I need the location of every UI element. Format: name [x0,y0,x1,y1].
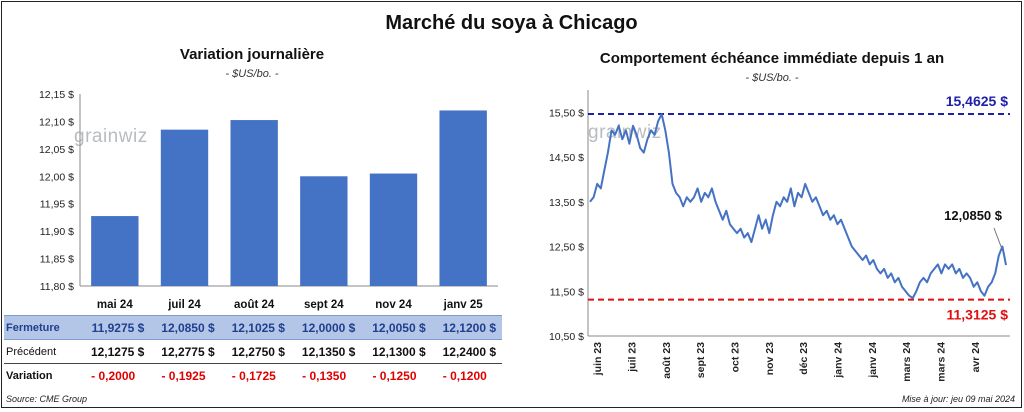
bar [91,216,139,286]
bar-y-tick-label: 12,10 $ [39,116,74,128]
table-cell: - 0,1250 [372,368,417,383]
bar [230,120,278,286]
table-row: Fermeture 11,9275 $12,0850 $12,1025 $12,0… [4,315,502,340]
low-value-label: 11,3125 $ [946,307,1008,323]
table-cell: 12,0850 $ [150,315,221,340]
bar-y-tick-label: 11,90 $ [40,226,74,238]
bar-chart: 11,80 $ 11,85 $ 11,90 $ 11,95 $ 12,00 $ 12,05… [39,89,498,311]
line-x-tick-label: oct 23 [729,342,741,373]
line-x-tick-label: nov 23 [764,342,776,375]
bar-y-tick-label: 11,80 $ [40,281,74,293]
table-cell: - 0,1200 [442,368,487,383]
bar-y-tick-label: 12,00 $ [39,171,74,183]
line-y-tick-label: 14,50 $ [549,152,584,164]
table-cell: 12,1200 $ [431,315,502,340]
bar [369,173,418,286]
bar-chart-title: Variation journalière [179,46,325,63]
bar [300,176,348,286]
table-cell: - 0,1925 [161,368,206,383]
bar-chart-watermark: grainwiz [74,126,148,147]
line-x-tick-label: mars 24 [901,342,913,382]
table-cell: 12,1025 $ [220,315,291,340]
high-value-label: 15,4625 $ [946,93,1008,109]
line-x-tick-label: avr 24 [970,342,982,373]
table-cell: - 0,1350 [302,368,347,383]
bar [439,110,487,286]
table-cell: 12,2775 $ [150,339,221,364]
line-chart-title: Comportement échéance immédiate depuis 1… [599,50,945,67]
source-note: Source: CME Group [6,394,88,404]
table-cell: 12,0000 $ [290,315,362,340]
bar-y-tick-label: 11,95 $ [40,199,74,211]
table-cell: 12,1275 $ [80,339,151,364]
bar [160,129,209,286]
bar-category-label: janv 25 [443,299,484,311]
line-y-tick-label: 11,50 $ [550,286,584,298]
main-title: Marché du soya à Chicago [385,12,638,34]
bar-y-tick-label: 12,05 $ [39,144,74,156]
line-x-tick-label: juil 23 [626,342,638,373]
row-label: Précédent [4,339,80,364]
line-x-tick-label: janv 24 [832,342,844,379]
row-label: Variation [6,369,53,382]
bar-y-tick-label: 12,15 $ [39,89,74,101]
line-y-tick-label: 15,50 $ [549,107,584,119]
table-row: Précédent 12,1275 $12,2775 $12,2750 $12,1… [4,339,502,364]
bar-category-label: sept 24 [304,299,344,311]
line-x-tick-label: janv 24 [867,342,879,379]
row-label: Fermeture [4,315,80,340]
bar-y-tick-label: 11,85 $ [40,254,74,266]
bar-category-label: mai 24 [97,299,133,311]
bar-chart-unit: - $US/bo. - [225,68,279,80]
bar-category-label: juil 24 [167,299,201,311]
table-cell: 12,1300 $ [361,339,432,364]
line-x-tick-label: sept 23 [695,342,707,378]
price-series-line [589,113,1007,299]
table-cell: - 0,1725 [231,368,276,383]
line-x-tick-label: juin 23 [592,342,604,376]
table-cell: 12,0050 $ [361,315,432,340]
table-cell: 12,1350 $ [290,339,362,364]
table-cell: 12,2400 $ [431,339,502,364]
update-note: Mise à jour: jeu 09 mai 2024 [901,394,1015,404]
line-x-tick-label: déc 23 [798,342,810,375]
table-cell: - 0,2000 [91,368,136,383]
table-cell: 11,9275 $ [80,315,151,340]
line-x-tick-label: août 23 [661,342,673,379]
table-row: Variation - 0,2000 - 0,1925 - 0,1725 - 0,135… [4,364,502,388]
table-cell: 12,2750 $ [220,339,291,364]
line-chart-unit: - $US/bo. - [745,72,799,84]
last-value-label: 12,0850 $ [944,208,1003,223]
line-y-tick-label: 13,50 $ [549,197,584,209]
line-x-tick-label: mars 24 [935,342,947,382]
bar-category-label: nov 24 [375,299,412,311]
price-table: Fermeture 11,9275 $12,0850 $12,1025 $12,0… [4,315,502,388]
last-value-leader-line [993,227,1003,250]
bar-category-label: août 24 [234,299,275,311]
line-y-tick-label: 12,50 $ [549,242,584,254]
line-y-tick-label: 10,50 $ [549,331,584,343]
